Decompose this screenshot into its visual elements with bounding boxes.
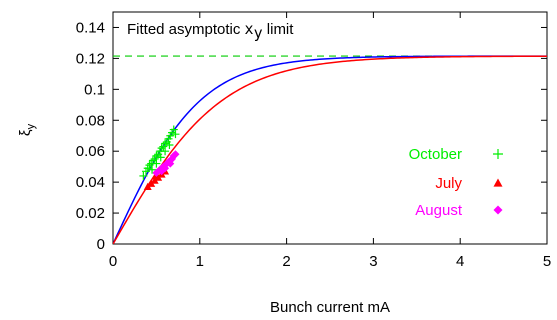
annotation-var: x — [245, 20, 254, 38]
y-tick-label: 0.1 — [84, 81, 105, 98]
data-point — [161, 147, 170, 156]
y-axis-label-main: ξ — [17, 129, 34, 136]
x-tick-label: 4 — [456, 253, 464, 270]
x-tick-label: 1 — [196, 253, 204, 270]
data-point — [165, 141, 174, 150]
data-point — [493, 205, 503, 215]
y-tick-label: 0.02 — [76, 205, 105, 222]
x-tick-label: 3 — [369, 253, 377, 270]
annotation-sub: y — [254, 24, 263, 42]
x-axis-ticks: 0 1 2 3 4 5 — [109, 12, 551, 270]
data-point — [169, 125, 178, 134]
y-axis-label-sub: y — [25, 123, 37, 129]
y-tick-label: 0 — [97, 236, 105, 253]
data-point — [156, 153, 165, 162]
y-tick-label: 0.06 — [76, 143, 105, 160]
annotation-prefix: Fitted asymptotic — [127, 21, 245, 38]
x-axis-label: Bunch current mA — [270, 299, 390, 316]
fit-curves — [113, 55, 547, 244]
data-point — [157, 167, 166, 176]
data-point — [493, 178, 503, 187]
data-point — [166, 159, 175, 168]
legend-label-august: August — [415, 202, 463, 219]
legend: October July August — [409, 146, 503, 219]
y-tick-label: 0.14 — [76, 19, 105, 36]
data-point — [152, 159, 161, 168]
legend-label-october: October — [409, 146, 462, 163]
data-points — [139, 125, 180, 190]
x-tick-label: 2 — [282, 253, 290, 270]
y-tick-label: 0.04 — [76, 174, 105, 191]
legend-label-july: July — [435, 175, 462, 192]
x-tick-label: 5 — [543, 253, 551, 270]
data-point — [148, 165, 157, 174]
fit-curve — [113, 55, 547, 244]
y-tick-label: 0.12 — [76, 50, 105, 67]
data-point — [152, 151, 161, 160]
y-axis-label: ξy — [17, 123, 37, 136]
data-point — [161, 139, 170, 148]
data-point — [139, 171, 148, 180]
annotation-suffix: limit — [263, 21, 295, 38]
plot-frame — [112, 11, 548, 245]
y-tick-label: 0.08 — [76, 112, 105, 129]
fit-curve — [113, 55, 547, 244]
data-point — [171, 130, 180, 139]
data-point — [145, 161, 154, 170]
asymptote-annotation: Fitted asymptotic xy limit — [127, 20, 294, 42]
y-axis-ticks: 0 0.02 0.04 0.06 0.08 0.1 0.12 0.14 — [76, 19, 547, 253]
data-point — [171, 150, 180, 159]
x-tick-label: 0 — [109, 253, 117, 270]
data-point — [493, 149, 503, 159]
